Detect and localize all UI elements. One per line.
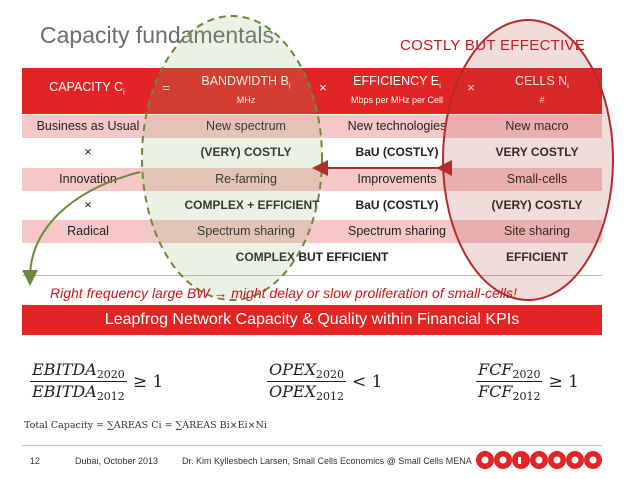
header-capacity: CAPACITY Ci <box>49 80 125 97</box>
row-bandwidth: Spectrum sharing <box>172 220 320 243</box>
row-efficiency: Spectrum sharing <box>348 224 446 238</box>
row-bandwidth: Re-farming <box>172 168 320 191</box>
row-efficiency: BaU (COSTLY) <box>355 145 439 159</box>
row-bandwidth: COMPLEX + EFFICIENT <box>172 194 332 217</box>
total-capacity-formula: Total Capacity = ∑AREAS Ci = ∑AREAS Bi×E… <box>24 420 267 431</box>
row-label: Radical <box>67 224 109 238</box>
green-arrow <box>22 171 141 286</box>
row-label: Business as Usual <box>36 119 140 133</box>
table-row: × (VERY) COSTLY BaU (COSTLY) VERY COSTLY <box>22 141 602 164</box>
row-bandwidth: COMPLEX BUT EFFICIENT <box>235 250 389 264</box>
row-cells: Site sharing <box>472 220 602 243</box>
header-equals: = <box>152 68 180 114</box>
ebitda-formula: EBITDA2020 EBITDA2012 ≥ 1 <box>30 360 164 403</box>
row-bandwidth: New spectrum <box>172 115 320 138</box>
table-row: × COMPLEX + EFFICIENT BaU (COSTLY) (VERY… <box>22 194 602 217</box>
row-cells: VERY COSTLY <box>472 141 602 164</box>
row-label: × <box>84 198 92 212</box>
page-number: 12 <box>30 456 41 466</box>
row-efficiency: BaU (COSTLY) <box>355 198 439 212</box>
header-times-1: × <box>319 80 327 95</box>
kpi-banner: Leapfrog Network Capacity & Quality with… <box>22 305 602 335</box>
costly-callout: COSTLY BUT EFFECTIVE <box>400 37 585 54</box>
table-row: Business as Usual New spectrum New techn… <box>22 115 602 138</box>
footer-author: Dr. Kim Kyllesbech Larsen, Small Cells E… <box>182 456 472 466</box>
footer-rule <box>22 445 602 446</box>
header-times-2: × <box>460 68 482 114</box>
note-text: Right frequency large BW → might delay o… <box>50 285 517 301</box>
row-label: × <box>84 145 92 159</box>
footer-date: Dubai, October 2013 <box>75 456 159 466</box>
ooredoo-logo <box>476 451 602 469</box>
opex-formula: OPEX2020 OPEX2012 < 1 <box>267 360 383 403</box>
red-ellipse <box>442 19 614 301</box>
table-bottom-rule <box>22 275 602 276</box>
green-ellipse <box>141 15 323 301</box>
row-cells: (VERY) COSTLY <box>472 194 602 217</box>
slide-title: Capacity fundamentals. <box>40 22 281 48</box>
row-efficiency: New technologies <box>347 119 447 133</box>
header-bandwidth: BANDWIDTH Bi MHz <box>180 68 312 114</box>
row-cells: Small-cells <box>472 168 602 191</box>
header-efficiency: EFFICIENCY Ei Mbps per MHz per Cell <box>350 74 444 105</box>
row-bandwidth: (VERY) COSTLY <box>172 141 320 164</box>
row-label: Innovation <box>59 172 117 186</box>
fcf-formula: FCF2020 FCF2012 ≥ 1 <box>476 360 579 403</box>
table-row: COMPLEX BUT EFFICIENT EFFICIENT <box>22 246 602 269</box>
row-cells: New macro <box>472 115 602 138</box>
row-cells: EFFICIENT <box>472 246 602 269</box>
header-cells: CELLS Ni # <box>482 68 602 114</box>
table-header: CAPACITY Ci = BANDWIDTH Bi MHz × EFFICIE… <box>22 68 602 114</box>
